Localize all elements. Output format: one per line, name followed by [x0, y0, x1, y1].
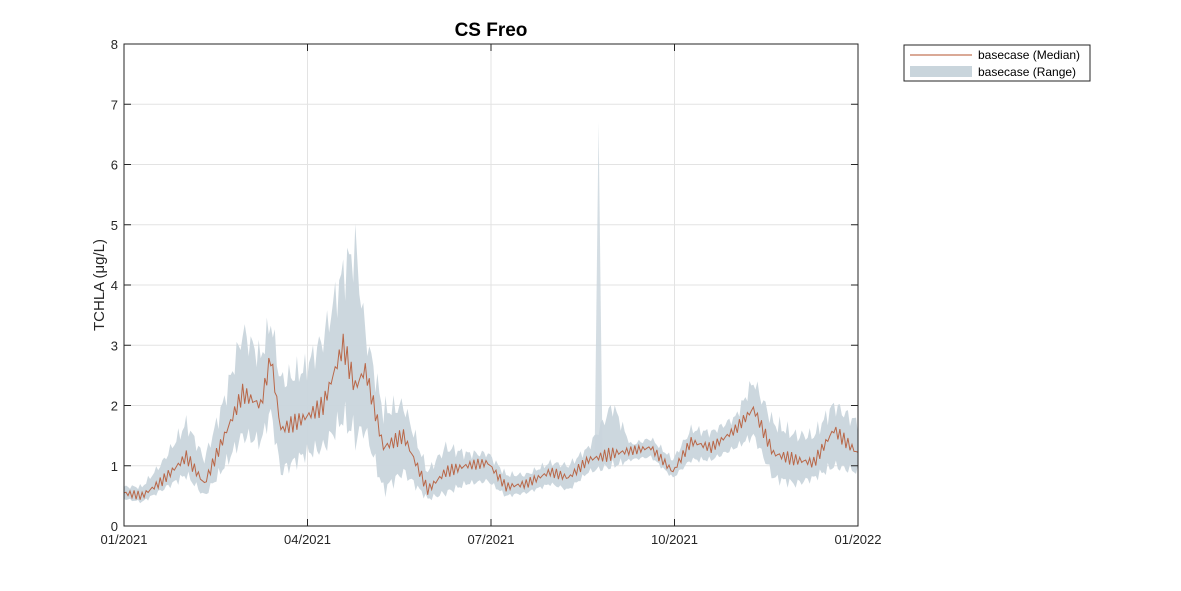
median-line-group — [123, 333, 859, 500]
x-axis: 01/2021 04/2021 07/2021 10/2021 01/2022 — [101, 44, 882, 547]
y-tick-label: 1 — [111, 459, 118, 474]
range-band — [124, 122, 858, 504]
legend-range-swatch — [910, 66, 972, 77]
x-tick-label: 01/2021 — [101, 532, 148, 547]
y-tick-label: 5 — [111, 218, 118, 233]
x-tick-label: 04/2021 — [284, 532, 331, 547]
chart-title: CS Freo — [455, 20, 528, 41]
y-tick-label: 8 — [111, 37, 118, 52]
y-tick-label: 7 — [111, 97, 118, 112]
x-tick-label: 07/2021 — [468, 532, 515, 547]
y-tick-label: 4 — [111, 278, 118, 293]
range-area — [124, 223, 858, 504]
legend-median-label: basecase (Median) — [978, 48, 1080, 62]
y-axis: 0 1 2 3 4 5 6 7 8 — [111, 37, 858, 534]
y-tick-label: 3 — [111, 338, 118, 353]
range-spike — [594, 122, 603, 460]
x-tick-label: 10/2021 — [651, 532, 698, 547]
legend: basecase (Median) basecase (Range) — [903, 44, 1091, 82]
y-tick-label: 6 — [111, 158, 118, 173]
median-line — [123, 333, 859, 500]
x-tick-label: 01/2022 — [835, 532, 882, 547]
y-axis-label: TCHLA (μg/L) — [91, 239, 108, 331]
y-tick-label: 0 — [111, 519, 118, 534]
legend-range-label: basecase (Range) — [978, 65, 1076, 79]
y-tick-label: 2 — [111, 399, 118, 414]
